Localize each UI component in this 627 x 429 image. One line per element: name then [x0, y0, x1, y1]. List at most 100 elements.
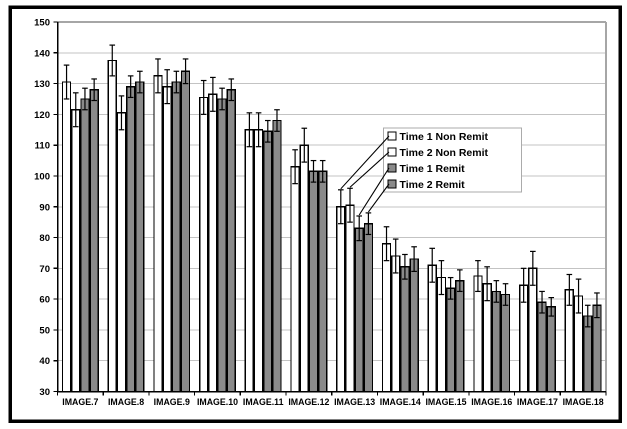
bar	[546, 306, 556, 393]
x-tick-label: IMAGE.13	[334, 397, 375, 407]
error-bar	[319, 159, 326, 183]
x-tick-label: IMAGE.11	[243, 397, 284, 407]
error-bar	[173, 70, 180, 94]
x-tick-label: IMAGE.9	[154, 397, 190, 407]
error-bar	[127, 75, 134, 99]
error-bar	[520, 267, 527, 303]
error-bar	[493, 280, 500, 303]
y-tick-label: 50	[39, 325, 50, 336]
error-bar	[292, 149, 298, 185]
bar	[244, 129, 255, 393]
bar	[180, 70, 191, 393]
bar	[427, 264, 437, 393]
bar	[336, 206, 346, 393]
error-bar	[82, 87, 88, 111]
bar	[500, 293, 511, 393]
bar	[354, 227, 364, 393]
error-bar	[347, 187, 353, 223]
error-bar	[548, 296, 555, 317]
y-tick-label: 70	[39, 264, 50, 275]
error-bar	[411, 246, 417, 273]
legend-box	[382, 127, 523, 193]
axes	[53, 21, 607, 396]
bar	[153, 75, 163, 393]
bar	[491, 290, 501, 393]
series-time-1-non-remit	[61, 44, 574, 393]
error-bar	[484, 266, 490, 302]
error-bar	[164, 69, 170, 105]
bar	[272, 119, 282, 393]
callout-line	[349, 151, 390, 188]
bar	[171, 81, 182, 393]
bar	[455, 279, 465, 393]
series-time-2-remit	[89, 58, 602, 393]
error-bar	[539, 290, 545, 314]
x-tick-label: IMAGE.7	[62, 397, 98, 407]
error-bar	[438, 260, 445, 296]
error-bar	[246, 112, 253, 148]
legend-swatch	[387, 163, 397, 173]
bar	[107, 59, 117, 393]
error-bar	[301, 127, 308, 163]
error-bar	[200, 79, 207, 115]
bar	[71, 109, 81, 393]
bar	[308, 170, 319, 393]
error-bar	[155, 58, 161, 94]
x-axis-labels: IMAGE.7 IMAGE.8 IMAGE.9 IMAGE.10 IMAGE.11 IMA…	[62, 397, 604, 407]
error-bar	[575, 278, 582, 314]
y-tick-label: 40	[39, 356, 50, 367]
error-bar	[182, 58, 189, 85]
error-bar	[402, 253, 408, 280]
legend: Time 1 Non Remit Time 2 Non Remit Time 1 R…	[382, 127, 523, 193]
error-bar	[429, 247, 436, 283]
y-tick-label: 130	[34, 79, 50, 90]
error-bar	[584, 304, 591, 328]
bar	[592, 304, 602, 393]
series-time-1-remit	[80, 70, 593, 393]
legend-item-time-2-non-remit: Time 2 Non Remit	[387, 147, 489, 159]
error-bar	[338, 189, 344, 225]
bar	[473, 275, 483, 393]
x-tick-label: IMAGE.8	[108, 397, 144, 407]
plot-frame	[57, 21, 607, 392]
bar	[162, 86, 172, 393]
error-bar	[91, 78, 97, 102]
bar	[89, 89, 99, 393]
x-tick-label: IMAGE.16	[471, 397, 512, 407]
error-bar	[137, 70, 143, 94]
error-bar	[502, 283, 509, 306]
legend-item-time-1-remit: Time 1 Remit	[387, 163, 466, 175]
callout-line	[367, 183, 390, 213]
error-bar	[392, 238, 399, 274]
bar	[400, 266, 410, 393]
error-bar	[356, 215, 363, 242]
error-bar	[63, 64, 70, 100]
legend-label: Time 1 Non Remit	[400, 131, 489, 143]
outer-border	[8, 5, 622, 423]
x-tick-label: IMAGE.15	[425, 397, 466, 407]
legend-item-time-1-non-remit: Time 1 Non Remit	[387, 131, 489, 143]
legend-label: Time 2 Non Remit	[400, 147, 489, 159]
y-tick-label: 150	[34, 18, 50, 29]
bar	[381, 243, 392, 393]
bar	[253, 129, 264, 393]
error-bar	[475, 260, 481, 293]
bar	[299, 144, 309, 393]
legend-label: Time 1 Remit	[400, 163, 466, 175]
bar	[126, 86, 136, 393]
y-tick-label: 110	[35, 141, 50, 152]
x-tick-label: IMAGE.12	[288, 397, 329, 407]
bar	[409, 258, 419, 393]
bar	[80, 98, 90, 393]
bar	[263, 130, 273, 393]
callout-lines	[340, 135, 390, 216]
error-bar	[566, 273, 573, 306]
bar	[116, 112, 127, 393]
bar	[537, 301, 547, 393]
bar	[391, 255, 401, 393]
legend-swatch	[387, 147, 397, 157]
error-bar	[365, 212, 372, 236]
callout-line	[358, 167, 390, 216]
y-tick-label: 120	[34, 110, 50, 121]
